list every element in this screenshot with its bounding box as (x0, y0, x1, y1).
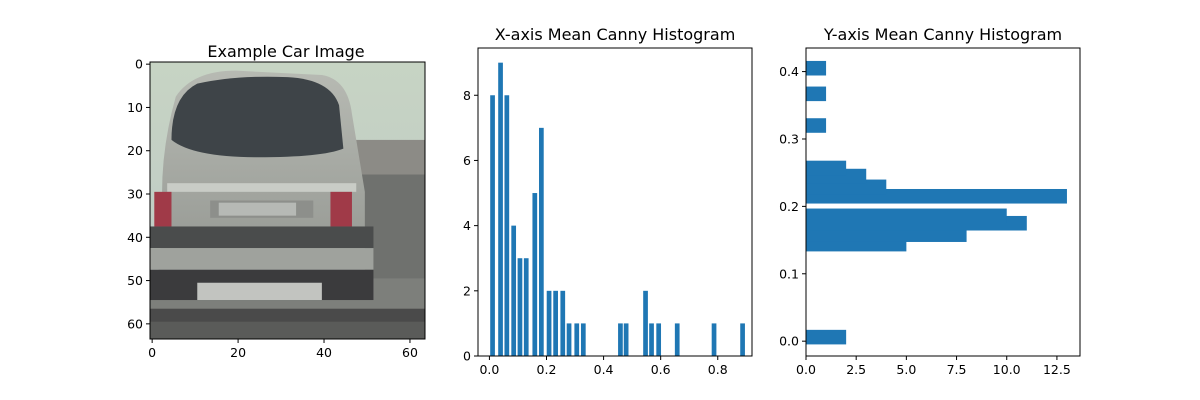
y-hist-axes: 0.0 2.5 5.0 7.5 10.0 12.5 0.0 0.1 0.2 0.3 0.4 (779, 64, 1071, 377)
y-hist-ytick-label: 0.3 (779, 131, 799, 146)
y-hist-ytick-label: 0.2 (779, 199, 799, 214)
x-hist-bars (490, 62, 745, 357)
y-hist-bar (806, 329, 847, 345)
x-hist-xtick-label: 0.4 (594, 362, 614, 377)
x-hist-bar (504, 95, 510, 356)
x-hist-axes: 0.0 0.2 0.4 0.6 0.8 0 2 4 6 8 (463, 88, 728, 377)
x-hist-bar (740, 323, 745, 356)
car-image-ytick-label: 10 (127, 100, 143, 115)
x-hist-bar (649, 323, 654, 356)
car-image-ytick-label: 0 (135, 57, 143, 72)
x-hist-ytick-label: 2 (463, 283, 471, 298)
x-hist-bar (623, 323, 629, 356)
x-hist-ytick-label: 0 (463, 349, 471, 364)
panel-car-image: Example Car Image (127, 42, 426, 360)
y-hist-bar (806, 118, 827, 133)
x-hist-bar (532, 193, 538, 356)
car-image-xtick-label: 20 (230, 345, 246, 360)
car-image (150, 62, 425, 339)
x-hist-bar (580, 323, 586, 356)
x-hist-bar (656, 323, 662, 356)
x-hist-bar (511, 225, 517, 356)
car-image-title: Example Car Image (207, 42, 364, 61)
y-hist-bar (806, 86, 827, 102)
x-hist-xtick-label: 0.2 (537, 362, 557, 377)
x-hist-bar (643, 290, 648, 356)
x-hist-bar (523, 258, 529, 356)
panel-x-histogram: X-axis Mean Canny Histogram 0.0 0.2 0.4 0.6… (463, 25, 753, 377)
y-hist-xtick-label: 0.0 (796, 362, 816, 377)
y-hist-xtick-label: 10.0 (993, 362, 1021, 377)
y-hist-bar (806, 208, 1007, 224)
x-hist-bar (711, 323, 717, 356)
y-hist-xtick-label: 7.5 (947, 362, 967, 377)
y-hist-ytick-label: 0.4 (779, 64, 799, 79)
car-image-ytick-label: 40 (127, 230, 143, 245)
y-hist-bars (806, 60, 1067, 345)
y-hist-bar (806, 60, 827, 76)
x-hist-bar (553, 290, 558, 356)
x-hist-ytick-label: 8 (463, 88, 471, 103)
car-image-axes: 0 20 40 60 0 10 20 30 40 50 60 (127, 57, 418, 360)
y-hist-title: Y-axis Mean Canny Histogram (823, 25, 1062, 44)
x-hist-xtick-label: 0.0 (479, 362, 499, 377)
car-image-xtick-label: 40 (316, 345, 332, 360)
car-image-ytick-label: 50 (127, 273, 143, 288)
x-hist-bar (517, 258, 523, 356)
car-image-ytick-label: 60 (127, 316, 143, 331)
x-hist-xtick-label: 0.6 (651, 362, 671, 377)
panel-y-histogram: Y-axis Mean Canny Histogram 0.0 2.5 5.0 7.5… (779, 25, 1081, 377)
y-hist-bar (806, 160, 847, 176)
x-hist-bar (574, 323, 580, 356)
car-image-xtick-label: 60 (402, 345, 418, 360)
x-hist-ytick-label: 4 (463, 218, 471, 233)
x-hist-bar (498, 62, 503, 357)
y-hist-xtick-label: 2.5 (846, 362, 866, 377)
x-hist-bar (539, 127, 544, 356)
x-hist-bar (560, 290, 566, 356)
x-hist-bar (490, 95, 495, 356)
y-hist-ytick-label: 0.0 (779, 334, 799, 349)
x-hist-frame (477, 47, 753, 357)
x-hist-ytick-label: 6 (463, 153, 471, 168)
car-image-ytick-label: 30 (127, 187, 143, 202)
car-image-frame (149, 61, 426, 340)
x-hist-bar (566, 323, 572, 356)
x-hist-bar (546, 290, 552, 356)
x-hist-bar (618, 323, 623, 356)
y-hist-ytick-label: 0.1 (779, 266, 799, 281)
x-hist-bar (674, 323, 680, 356)
x-hist-title: X-axis Mean Canny Histogram (495, 25, 736, 44)
y-hist-xtick-label: 5.0 (896, 362, 916, 377)
y-hist-frame (805, 47, 1081, 357)
y-hist-bar (806, 227, 967, 242)
x-hist-xtick-label: 0.8 (708, 362, 728, 377)
car-image-ytick-label: 20 (127, 143, 143, 158)
car-image-xtick-label: 0 (148, 345, 156, 360)
y-hist-xtick-label: 12.5 (1043, 362, 1071, 377)
